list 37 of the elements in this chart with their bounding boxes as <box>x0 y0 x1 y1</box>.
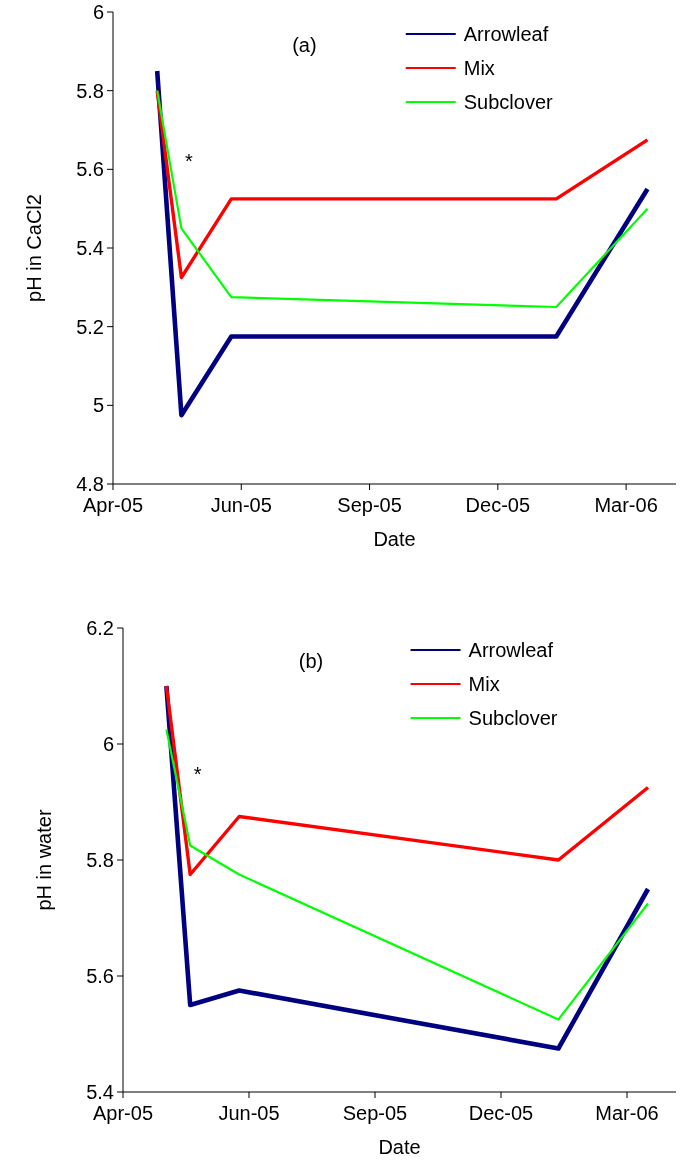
legend-label: Arrowleaf <box>463 23 549 45</box>
text: (a) <box>292 34 317 56</box>
x-tick-label: Sep-05 <box>337 494 402 516</box>
annotation: * <box>185 149 194 172</box>
y-tick-label: 5.6 <box>86 965 114 987</box>
legend-label: Arrowleaf <box>468 639 554 661</box>
legend-label: Subclover <box>463 91 554 113</box>
y-tick-label: 5.4 <box>86 1081 114 1103</box>
y-tick-label: 5.6 <box>76 158 104 181</box>
y-tick-label: 6 <box>102 733 114 755</box>
x-tick-label: Jun-05 <box>218 1102 280 1124</box>
y-axis-title: pH in water <box>33 809 55 911</box>
y-tick-label: 5.2 <box>76 315 104 338</box>
x-tick-label: Apr-05 <box>82 494 144 516</box>
y-tick-label: 5.8 <box>86 849 114 871</box>
y-tick-label: 4.8 <box>76 473 104 495</box>
x-tick-label: Dec-05 <box>465 494 531 516</box>
legend-label: Mix <box>463 57 495 79</box>
text: (b) <box>298 650 324 672</box>
y-tick-label: 5 <box>92 394 104 417</box>
y-tick-label: 6.2 <box>86 617 114 639</box>
x-tick-label: Sep-05 <box>342 1102 408 1124</box>
x-tick-label: Mar-06 <box>595 1102 659 1124</box>
line-series <box>165 728 650 1021</box>
x-tick-label: Dec-05 <box>468 1102 534 1124</box>
x-tick-label: Jun-05 <box>210 494 272 516</box>
x-axis-title: Date <box>373 528 416 550</box>
x-tick-label: Apr-05 <box>92 1102 154 1124</box>
x-axis-title: Date <box>378 1136 421 1158</box>
y-tick-label: 5.8 <box>76 79 104 102</box>
y-tick-label: 6 <box>92 1 104 23</box>
legend-label: Mix <box>468 673 500 695</box>
y-axis-title: pH in CaCl2 <box>23 194 45 302</box>
x-tick-label: Mar-06 <box>594 494 658 516</box>
annotation: * <box>193 763 202 786</box>
y-tick-label: 5.4 <box>76 237 104 259</box>
legend-label: Subclover <box>468 707 558 729</box>
